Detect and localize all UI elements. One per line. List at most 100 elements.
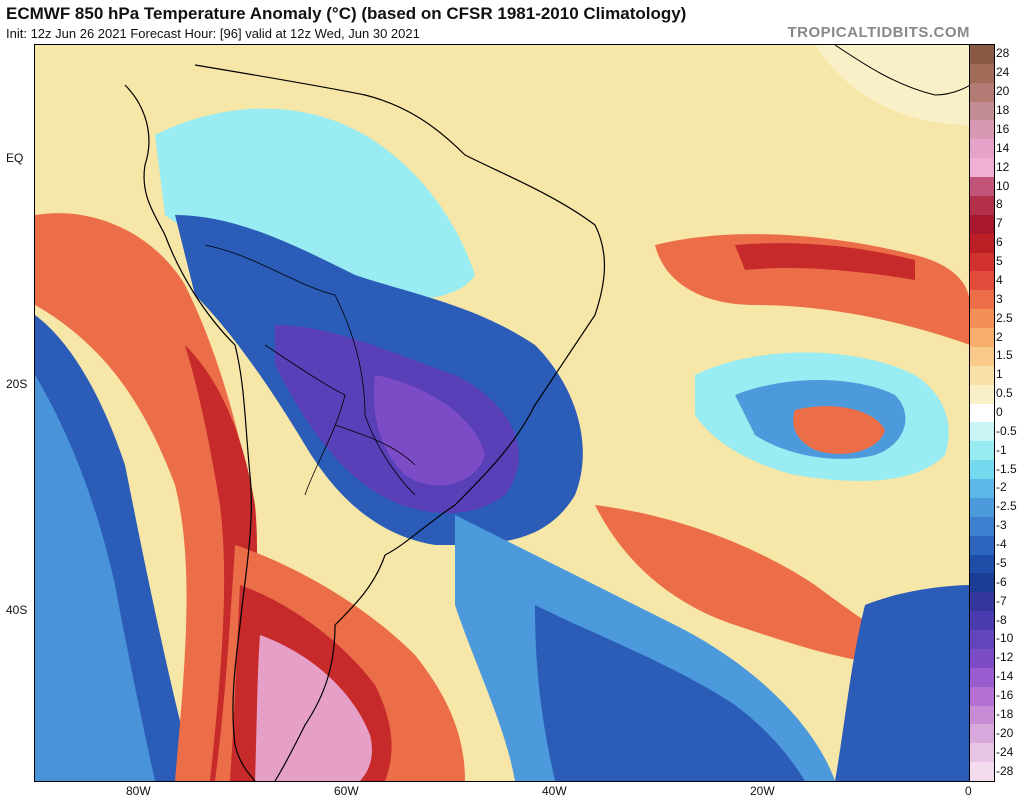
south-atlantic-warm: [595, 505, 905, 665]
colorbar-label: 24: [996, 65, 1010, 80]
colorbar-label: -0.5: [996, 423, 1017, 438]
latitude-label: EQ: [6, 151, 24, 165]
deepest-cold-core: [374, 375, 485, 486]
colorbar-label: -20: [996, 725, 1014, 740]
colorbar-swatch: [970, 271, 994, 291]
latitude-label: 40S: [6, 603, 28, 617]
colorbar-swatch: [970, 82, 994, 103]
anomaly-map: [35, 45, 970, 781]
colorbar-label: -10: [996, 631, 1014, 646]
colorbar-swatch: [970, 139, 994, 159]
northeast-pale-corner: [815, 45, 970, 125]
colorbar-swatch: [970, 497, 994, 518]
site-watermark: TROPICALTIDBITS.COM: [787, 24, 970, 41]
atlantic-cold-plume: [535, 605, 805, 781]
country-border-1: [204, 244, 416, 496]
colorbar-label: -18: [996, 706, 1014, 721]
colorbar-label: -24: [996, 744, 1014, 759]
colorbar-label: 1: [996, 367, 1003, 382]
colorbar-label: 0: [996, 405, 1003, 419]
northern-cyan-area: [155, 108, 475, 299]
colorbar-swatch: [970, 422, 994, 442]
colorbar-label: 16: [996, 121, 1010, 136]
colorbar-swatch: [970, 214, 994, 235]
colorbar-label: -6: [996, 574, 1007, 589]
colorbar-label: -12: [996, 650, 1014, 665]
map-panel: [34, 44, 971, 782]
colorbar-label: 6: [996, 235, 1003, 250]
longitude-label: 20W: [750, 784, 775, 798]
colorbar-label: -2: [996, 480, 1007, 495]
colorbar-label: -16: [996, 688, 1014, 703]
colorbar-swatch: [970, 309, 994, 329]
colorbar-label: -28: [996, 763, 1014, 778]
africa-coastline: [834, 45, 970, 96]
colorbar-label: -14: [996, 669, 1014, 684]
colorbar-swatch: [970, 630, 994, 650]
atlantic-hot-strip: [735, 243, 915, 280]
colorbar-label: -1: [996, 442, 1007, 457]
colorbar-swatch: [970, 101, 994, 121]
colorbar-swatch: [970, 177, 994, 197]
colorbar-label: -7: [996, 593, 1007, 608]
southeast-cold-corner: [835, 585, 970, 781]
colorbar: [969, 44, 995, 782]
southeast-coastline: [274, 554, 386, 781]
pacific-warm-band: [35, 213, 253, 781]
colorbar-label: -5: [996, 555, 1007, 570]
latitude-label: 20S: [6, 377, 28, 391]
colorbar-label: 14: [996, 140, 1010, 155]
colorbar-swatch: [970, 573, 994, 593]
map-subtitle: Init: 12z Jun 26 2021 Forecast Hour: [96…: [6, 26, 420, 41]
patagonia-extreme: [255, 635, 372, 781]
colorbar-swatch: [970, 705, 994, 725]
colorbar-swatch: [970, 365, 994, 386]
map-title: ECMWF 850 hPa Temperature Anomaly (°C) (…: [6, 4, 687, 23]
colorbar-swatch: [970, 252, 994, 272]
colorbar-label: 20: [996, 84, 1010, 99]
colorbar-label: -4: [996, 537, 1007, 552]
colorbar-swatch: [970, 158, 994, 178]
colorbar-swatch: [970, 120, 994, 140]
colorbar-label: 5: [996, 254, 1003, 269]
colorbar-swatch: [970, 743, 994, 763]
east-coastline: [194, 64, 605, 556]
country-border-3: [334, 424, 416, 466]
colorbar-swatch: [970, 233, 994, 254]
colorbar-swatch: [970, 195, 994, 216]
colorbar-swatch: [970, 479, 994, 499]
colorbar-swatch: [970, 554, 994, 574]
colorbar-label: 28: [996, 46, 1010, 61]
swirl-warm-center: [793, 406, 885, 454]
colorbar-swatch: [970, 535, 994, 556]
colorbar-label: 3: [996, 291, 1003, 306]
country-border-2: [264, 344, 346, 496]
colorbar-label: 18: [996, 103, 1010, 118]
longitude-label: 0: [965, 784, 972, 798]
colorbar-swatch: [970, 441, 994, 461]
colorbar-label: 2: [996, 329, 1003, 344]
colorbar-swatch: [970, 290, 994, 310]
colorbar-swatch: [970, 516, 994, 537]
colorbar-swatch: [970, 762, 994, 782]
longitude-label: 40W: [542, 784, 567, 798]
colorbar-swatch: [970, 328, 994, 348]
colorbar-label: -1.5: [996, 461, 1017, 476]
colorbar-label: -3: [996, 518, 1007, 533]
colorbar-label: 4: [996, 272, 1003, 287]
colorbar-swatch: [970, 724, 994, 744]
longitude-label: 60W: [334, 784, 359, 798]
pacific-cool-area: [35, 375, 155, 781]
colorbar-label: 7: [996, 216, 1003, 231]
colorbar-label: 12: [996, 159, 1010, 174]
colorbar-label: 0.5: [996, 386, 1013, 401]
west-coastline: [124, 84, 256, 781]
colorbar-swatch: [970, 460, 994, 480]
longitude-label: 80W: [126, 784, 151, 798]
colorbar-swatch: [970, 667, 994, 688]
colorbar-label: 10: [996, 178, 1010, 193]
colorbar-swatch: [970, 346, 994, 367]
colorbar-label: 2.5: [996, 310, 1013, 325]
colorbar-label: -2.5: [996, 499, 1017, 514]
colorbar-label: 8: [996, 197, 1003, 212]
